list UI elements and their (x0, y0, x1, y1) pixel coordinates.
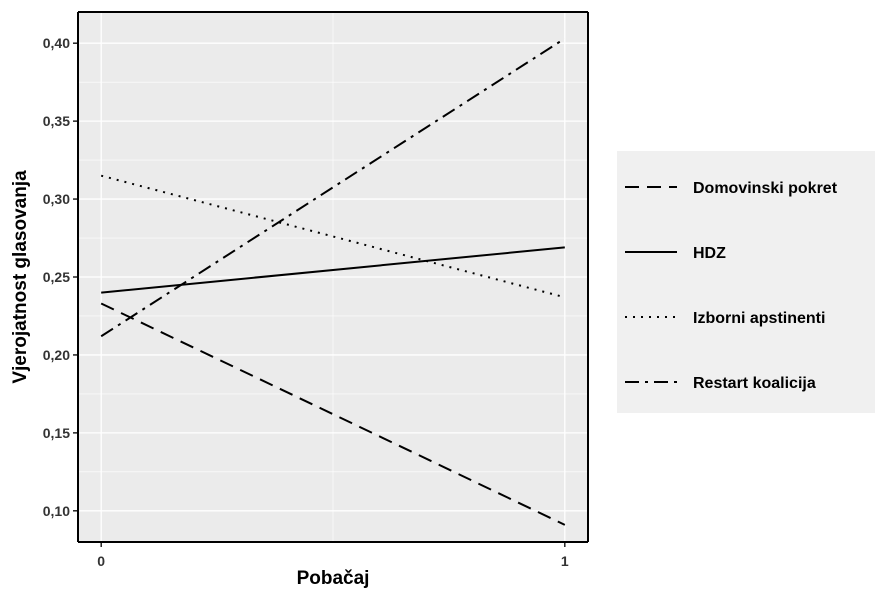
y-axis-label: Vjerojatnost glasovanja (10, 170, 31, 384)
legend: Domovinski pokret HDZ Izborni apstinenti Re… (617, 151, 875, 413)
axis-ticks: 0,10 0,15 0,20 0,25 0,30 0,35 0,40 0 1 (43, 35, 569, 569)
series-line-hdz (101, 246, 565, 294)
y-tick-label: 0,40 (43, 35, 70, 51)
series-line-domovinski-pokret (100, 302, 566, 526)
series-lines (100, 37, 566, 526)
legend-label: HDZ (693, 245, 726, 262)
y-tick-label: 0,35 (43, 113, 70, 129)
grid-lines (78, 12, 588, 542)
legend-label: Restart koalicija (693, 375, 816, 392)
y-tick-label: 0,15 (43, 425, 70, 441)
x-axis-label: Pobačaj (297, 568, 370, 589)
y-tick-label: 0,20 (43, 347, 70, 363)
series-line-restart-koalicija (100, 37, 566, 338)
legend-label: Izborni apstinenti (693, 310, 825, 327)
x-tick-label: 1 (561, 553, 569, 569)
legend-label: Domovinski pokret (693, 180, 838, 197)
x-tick-label: 0 (97, 553, 105, 569)
y-tick-label: 0,25 (43, 269, 70, 285)
legend-background (617, 151, 875, 413)
y-tick-label: 0,10 (43, 503, 70, 519)
y-tick-label: 0,30 (43, 191, 70, 207)
